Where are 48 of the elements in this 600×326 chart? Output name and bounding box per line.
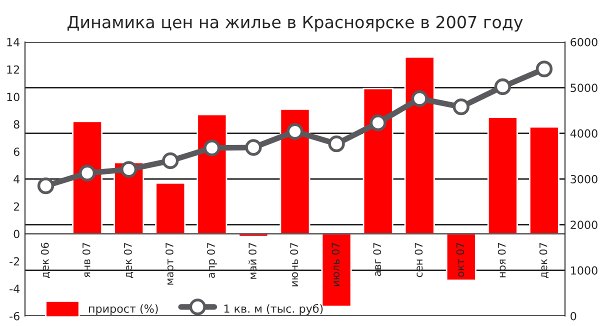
y-tick-label: -4 [10,284,20,293]
point [286,123,304,140]
bar [446,233,476,282]
point [78,164,96,182]
bar [321,233,352,308]
y2-tick-label: 0 [570,312,576,320]
bar [196,114,228,234]
y2-tick-label: 1000 [571,266,598,275]
bar [155,182,186,234]
bar [487,116,518,234]
y-tick-label: 0 [14,230,20,238]
y-tick-label: -2 [10,257,20,266]
x-tick-label: окт 07 [456,243,464,277]
y2-tick-label: 6000 [570,38,598,46]
legend-label: 1 кв. м (тыс. руб) [224,304,323,315]
y-tick-label: 10 [7,92,20,102]
point [536,60,553,78]
x-tick-label: авг 07 [373,243,382,276]
y2-tick-label: 4000 [570,129,598,138]
x-tick-label: ноя 07 [498,243,506,278]
y-tick-label: 12 [7,65,20,74]
bar [72,120,103,234]
legend-label: прирост (%) [89,304,158,315]
y-tick-label: 14 [7,38,20,46]
point [204,140,220,156]
y2-tick-label: 3000 [570,174,598,184]
bar [404,56,435,234]
point [411,90,428,107]
point [328,136,345,152]
y-tick-label: 8 [14,120,20,129]
y-tick-label: 2 [14,202,20,211]
bar [362,88,394,234]
point [452,98,470,116]
point [162,152,179,170]
bar [280,108,310,234]
point [245,139,262,156]
bar [528,126,560,234]
y-tick-label: 4 [14,175,20,184]
point [370,114,386,132]
y2-tick-label: 2000 [570,220,598,230]
point [120,161,138,178]
x-tick-label: июль 07 [332,243,340,286]
chart-title: Динамика цен на жилье в Красноярске в 2007 году [68,16,523,32]
point [37,178,54,194]
y-tick-label: -6 [10,312,20,320]
y-tick-label: 6 [14,148,20,156]
y2-tick-label: 5000 [570,84,598,92]
point [494,78,512,96]
